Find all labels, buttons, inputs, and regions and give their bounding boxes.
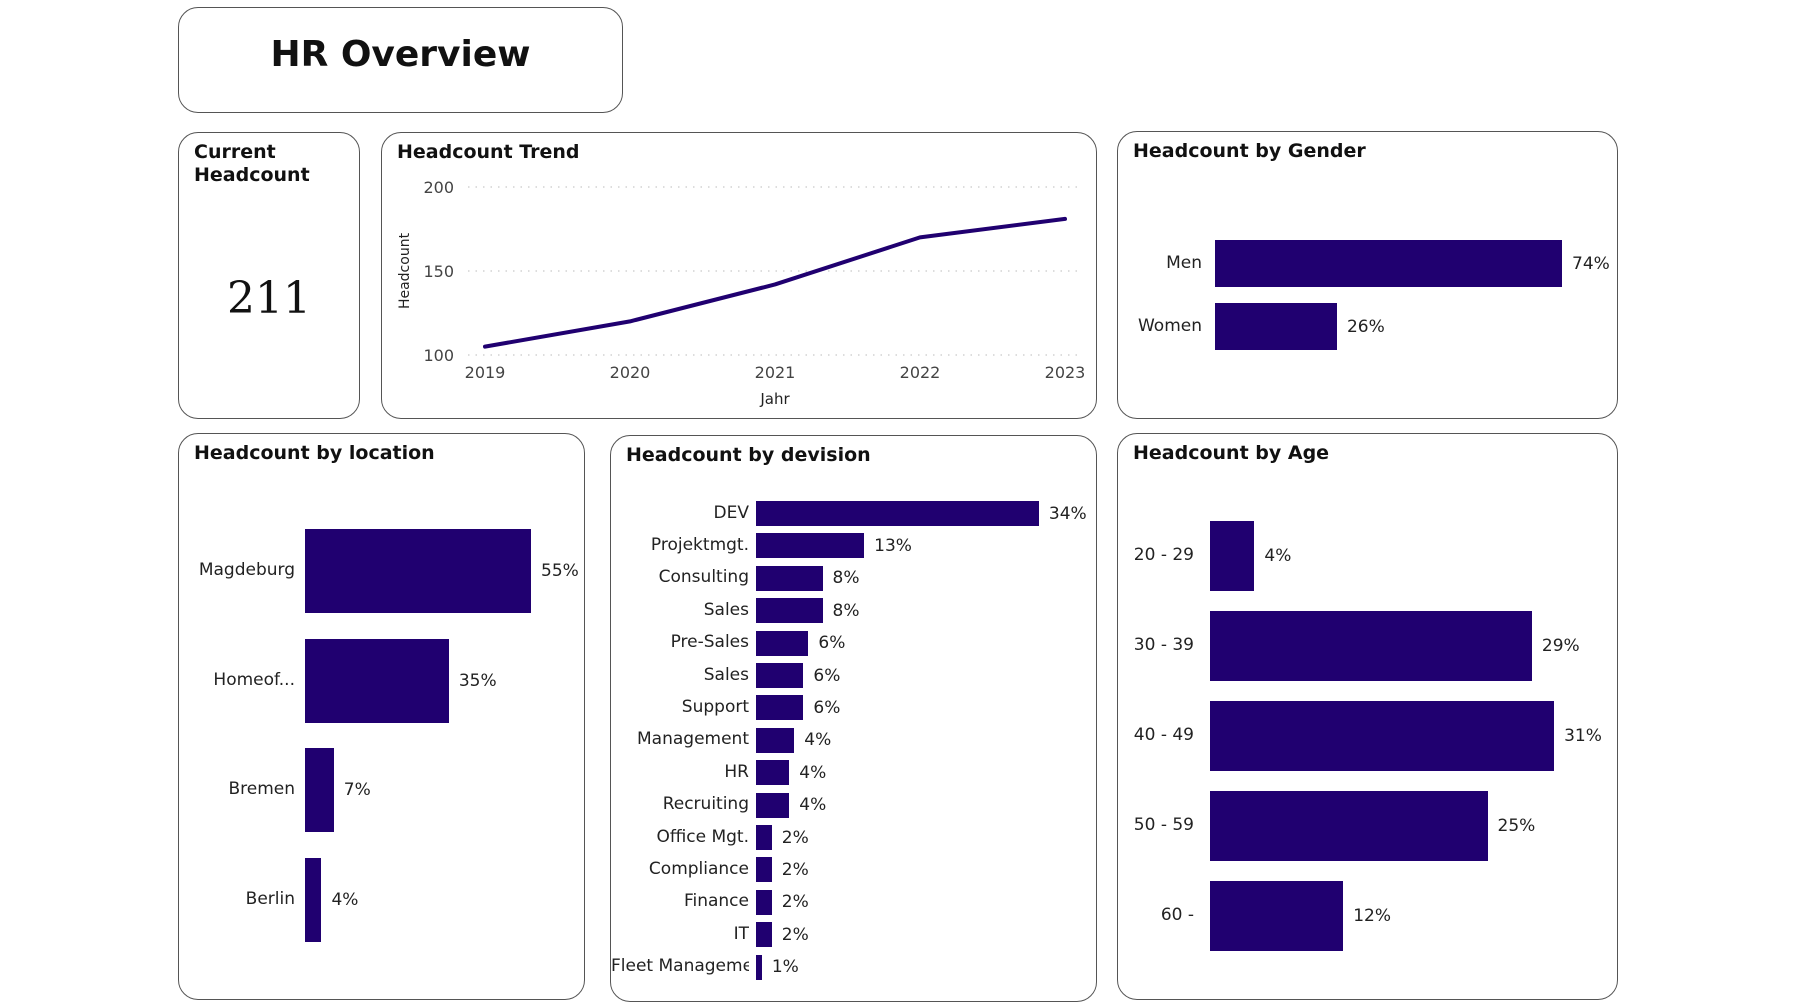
division-card: Headcount by devision DEV 34% Projektmgt. 1…	[610, 435, 1097, 1002]
kpi-title: Current Headcount	[194, 141, 310, 186]
bar[interactable]	[1210, 521, 1255, 591]
bar[interactable]	[305, 857, 322, 942]
data-label: 2%	[781, 892, 809, 913]
category-label: 40 - 49	[1133, 725, 1194, 745]
location-card: Headcount by location Magdeburg 55% Homeof…	[178, 433, 585, 1000]
bar[interactable]	[756, 598, 823, 624]
bar[interactable]	[756, 501, 1039, 526]
category-label: Compliance	[648, 858, 749, 879]
age-title: Headcount by Age	[1133, 442, 1330, 464]
current-headcount-card: Current Headcount 211	[178, 132, 360, 419]
category-label: Magdeburg	[198, 560, 295, 580]
category-label: Management	[637, 729, 749, 750]
bar[interactable]	[756, 663, 804, 688]
title-card: HR Overview	[178, 7, 623, 113]
bar[interactable]	[756, 565, 823, 591]
data-label: 4%	[1264, 546, 1292, 566]
data-label: 4%	[799, 762, 827, 783]
data-label: 31%	[1564, 726, 1602, 746]
bar[interactable]	[1215, 240, 1563, 287]
data-label: 6%	[813, 697, 841, 718]
category-label: Projektmgt.	[650, 534, 749, 555]
data-label: 25%	[1497, 816, 1536, 836]
data-label: 2%	[781, 924, 809, 945]
category-label: IT	[733, 923, 749, 944]
category-label: Women	[1137, 315, 1202, 336]
bar[interactable]	[1210, 791, 1488, 861]
location-title: Headcount by location	[194, 442, 435, 464]
category-label: Support	[681, 696, 749, 717]
category-label: Sales	[703, 664, 749, 685]
category-label: 50 - 59	[1133, 815, 1194, 835]
category-label: Bremen	[228, 779, 295, 799]
bar[interactable]	[756, 825, 772, 850]
bar[interactable]	[305, 748, 334, 832]
category-label: Finance	[683, 891, 749, 912]
bar[interactable]	[1215, 303, 1337, 350]
data-label: 13%	[874, 535, 912, 556]
data-label: 2%	[781, 859, 809, 880]
bar[interactable]	[756, 792, 790, 818]
data-label: 26%	[1346, 316, 1385, 337]
data-label: 4%	[331, 889, 359, 910]
kpi-value: 211	[227, 273, 311, 324]
bar[interactable]	[756, 954, 762, 980]
category-label: 30 - 39	[1133, 635, 1194, 655]
category-label: Pre-Sales	[670, 632, 749, 653]
bar[interactable]	[1210, 701, 1555, 771]
gender-title: Headcount by Gender	[1133, 140, 1366, 162]
bar[interactable]	[305, 529, 532, 613]
bar[interactable]	[756, 857, 772, 883]
data-label: 34%	[1048, 503, 1087, 524]
trend-title: Headcount Trend	[397, 141, 580, 163]
data-label: 12%	[1353, 906, 1391, 926]
bar[interactable]	[756, 695, 804, 721]
bar[interactable]	[756, 630, 809, 656]
division-title: Headcount by devision	[626, 444, 871, 466]
category-label: HR	[724, 761, 749, 782]
data-label: 7%	[343, 780, 371, 800]
bar[interactable]	[1210, 881, 1344, 951]
bar[interactable]	[756, 922, 772, 948]
data-label: 4%	[804, 730, 832, 751]
bar[interactable]	[305, 638, 449, 723]
data-label: 8%	[832, 600, 860, 621]
data-label: 74%	[1572, 253, 1610, 274]
category-label: Men	[1166, 252, 1202, 273]
category-label: Consulting	[658, 567, 749, 588]
category-label: Berlin	[245, 888, 295, 909]
data-label: 6%	[818, 633, 846, 654]
category-label: 20 - 29	[1133, 545, 1194, 565]
category-label: Recruiting	[662, 794, 749, 815]
data-label: 1%	[771, 957, 799, 978]
category-label: Fleet Management	[611, 956, 749, 977]
category-label: Office Mgt.	[656, 826, 749, 847]
bar[interactable]	[756, 727, 795, 753]
bar[interactable]	[756, 889, 772, 915]
data-label: 8%	[832, 568, 860, 589]
category-label: DEV	[713, 502, 749, 523]
category-label: 60 -	[1160, 905, 1194, 925]
category-label: Homeof...	[213, 669, 295, 690]
data-label: 6%	[813, 665, 841, 686]
gender-card: Headcount by Gender Men 74% Women 26%	[1117, 131, 1618, 419]
headcount-trend-card: Headcount Trend	[381, 132, 1097, 419]
data-label: 29%	[1541, 636, 1580, 656]
age-card: Headcount by Age 20 - 29 4% 30 - 39 29% 40 -…	[1117, 433, 1618, 1000]
data-label: 4%	[799, 795, 827, 816]
data-label: 35%	[458, 670, 497, 691]
bar[interactable]	[1210, 611, 1532, 681]
data-label: 55%	[541, 561, 579, 581]
page-title: HR Overview	[270, 34, 531, 75]
bar[interactable]	[756, 760, 790, 786]
data-label: 2%	[781, 827, 809, 848]
category-label: Sales	[703, 599, 749, 620]
bar[interactable]	[756, 533, 865, 559]
